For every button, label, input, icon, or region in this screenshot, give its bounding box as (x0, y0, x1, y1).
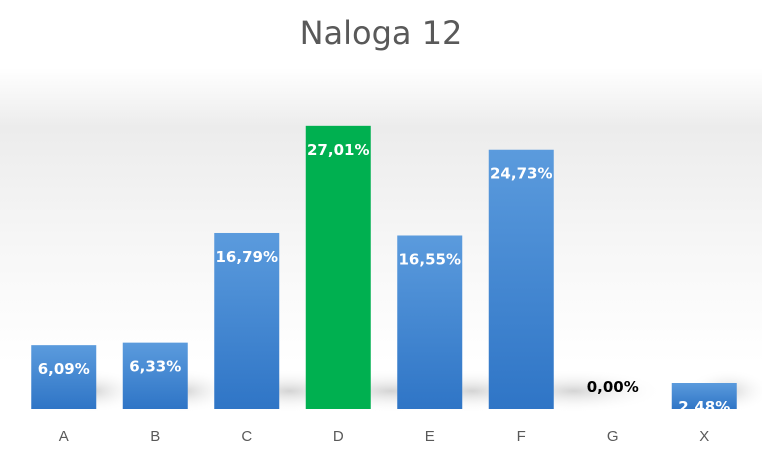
data-label-d: 27,01% (307, 141, 369, 159)
data-label-x: 2,48% (678, 398, 730, 416)
bar-a (31, 345, 97, 409)
bars (31, 125, 737, 410)
data-label-f: 24,73% (490, 165, 552, 183)
data-label-e: 16,55% (399, 250, 461, 268)
bar-b (122, 342, 188, 409)
x-tick-label-f: F (517, 428, 526, 445)
x-tick-label-b: B (150, 428, 160, 445)
data-label-a: 6,09% (38, 360, 90, 378)
x-tick-label-g: G (607, 428, 619, 445)
bar-d (305, 125, 371, 410)
data-label-b: 6,33% (129, 358, 181, 376)
chart-title: Naloga 12 (299, 14, 463, 52)
x-tick-label-e: E (425, 428, 435, 445)
bar-e (397, 235, 463, 409)
data-label-g: 0,00% (587, 378, 639, 396)
x-tick-label-a: A (59, 428, 69, 445)
x-tick-label-c: C (241, 428, 252, 445)
x-tick-label-d: D (333, 428, 344, 445)
data-labels: 6,09% 6,33% 16,79% 27,01% 16,55% 24,73% 0,00% 2… (38, 141, 731, 416)
x-tick-label-x: X (699, 428, 709, 445)
bar-x (671, 383, 737, 409)
bar-f (488, 149, 554, 409)
bar-c (214, 232, 280, 409)
data-label-c: 16,79% (216, 248, 278, 266)
